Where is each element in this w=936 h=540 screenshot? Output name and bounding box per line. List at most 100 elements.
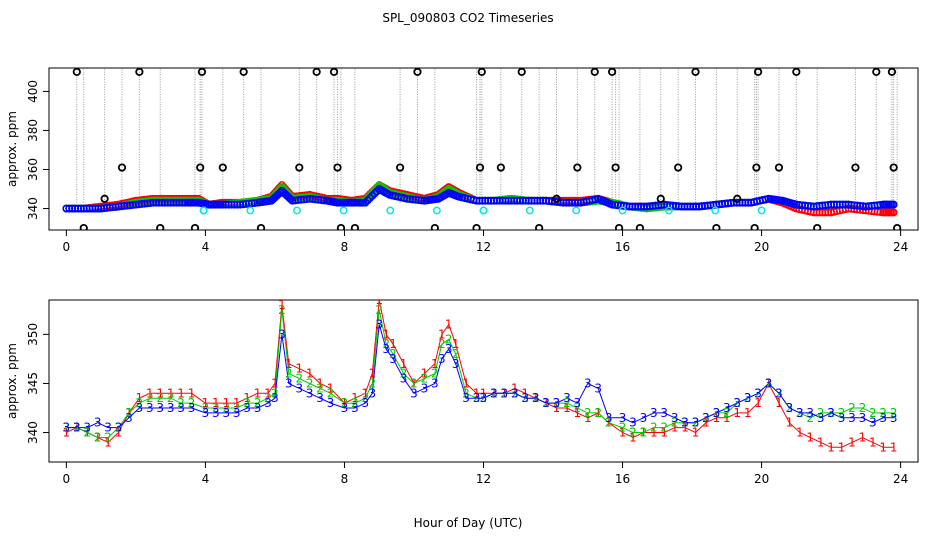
series-1-point: 1 [879,440,887,454]
series-1-point: 1 [511,381,519,395]
series-3-point: 3 [389,352,397,366]
reference-point [872,68,881,77]
series-3-point: 3 [671,411,679,425]
series-1-point: 1 [640,426,648,440]
reference-point [156,223,165,230]
series-2-point: 2 [584,406,592,420]
bottom-y-tick-label: 345 [26,372,40,395]
series-1-point: 1 [619,426,627,440]
bottom-x-tick-label: 12 [476,472,491,486]
series-3-point: 3 [480,391,488,405]
series-calibration-point [199,206,208,215]
series-2-point: 2 [73,421,81,435]
reference-point [614,223,624,230]
series-2-point: 2 [473,391,481,405]
series-2-point: 2 [744,391,752,405]
series-2-point: 2 [660,421,668,435]
series-3-point: 3 [222,406,230,420]
top-x-tick-label: 0 [63,240,71,254]
series-2-point: 2 [650,421,658,435]
reference-point [517,68,526,77]
series-2-point: 2 [306,376,314,390]
series-1-point: 1 [806,430,814,444]
reference-point [395,163,405,172]
series-1-point: 1 [136,391,144,405]
series-calibration-point [525,206,534,215]
series-2-point: 2 [480,391,488,405]
bottom-x-tick-label: 4 [202,472,210,486]
reference-point [635,223,645,230]
top-y-tick-label: 360 [26,158,40,181]
series-calibration-point [479,206,488,215]
reference-point [430,223,439,230]
series-1-point: 1 [306,367,314,381]
series-1-point: 1 [890,440,898,454]
series-3-point: 3 [177,401,185,415]
series-1-point: 1 [713,411,721,425]
series-3-point: 3 [431,376,439,390]
series-3-point: 3 [859,411,867,425]
reference-point [350,223,359,230]
series-2-point: 2 [445,332,453,346]
series-3-point: 3 [713,406,721,420]
series-3-point: 3 [400,372,408,386]
series-1-point: 1 [410,376,418,390]
series-3-point: 3 [817,411,825,425]
series-3-point: 3 [438,352,446,366]
series-1-point: 1 [212,396,220,410]
series-1-point: 1 [859,430,867,444]
series-2-point: 2 [271,386,279,400]
series-1-point: 1 [827,440,835,454]
series-1-point: 1 [368,367,376,381]
bottom-y-tick-label: 340 [26,421,40,444]
series-1-point: 1 [733,406,741,420]
series-3-point: 3 [521,391,529,405]
series-1-point: 1 [361,386,369,400]
series-3-point [417,196,426,205]
series-1-point: 1 [754,396,762,410]
series-3-point: 3 [490,386,498,400]
reference-point [535,223,544,230]
series-3-point: 3 [254,401,262,415]
series-calibration-point [618,206,627,215]
series-1-point: 1 [73,421,81,435]
series-3-point: 3 [890,411,898,425]
series-1-point: 1 [382,327,390,341]
bottom-x-tick-label: 16 [615,472,630,486]
series-2-point: 2 [681,416,689,430]
series-1-point: 1 [692,426,700,440]
series-3-point: 3 [94,416,102,430]
series-2-point: 2 [723,406,731,420]
series-2-point: 2 [167,391,175,405]
series-2-point: 2 [796,406,804,420]
reference-point [752,163,761,172]
series-3-point: 3 [462,391,470,405]
series-calibration-point [757,206,766,215]
series-1-point: 1 [421,367,429,381]
reference-point [79,223,88,230]
series-3-point: 3 [341,401,349,415]
series-2-point: 2 [702,411,710,425]
series-1-point: 1 [316,376,324,390]
top-y-tick-label: 400 [26,80,40,103]
series-2-point: 2 [869,406,877,420]
series-3-point: 3 [156,401,164,415]
series-calibration-point [339,206,348,215]
series-2-point: 2 [104,430,112,444]
series-3-point: 3 [368,386,376,400]
series-calibration-point [664,206,673,215]
series-2-point: 2 [542,396,550,410]
series-2-point: 2 [125,406,133,420]
top-x-tick-label: 8 [341,240,349,254]
series-2-point: 2 [400,367,408,381]
series-3-point: 3 [754,386,762,400]
reference-point [750,223,759,230]
series-2-point: 2 [511,386,519,400]
top-x-tick-label: 16 [615,240,630,254]
series-2-point: 2 [83,426,91,440]
series-1-point: 1 [480,386,488,400]
series-1-point: 1 [786,416,794,430]
series-3-point: 3 [264,396,272,410]
series-3-point: 3 [351,401,359,415]
series-3-point: 3 [629,416,637,430]
